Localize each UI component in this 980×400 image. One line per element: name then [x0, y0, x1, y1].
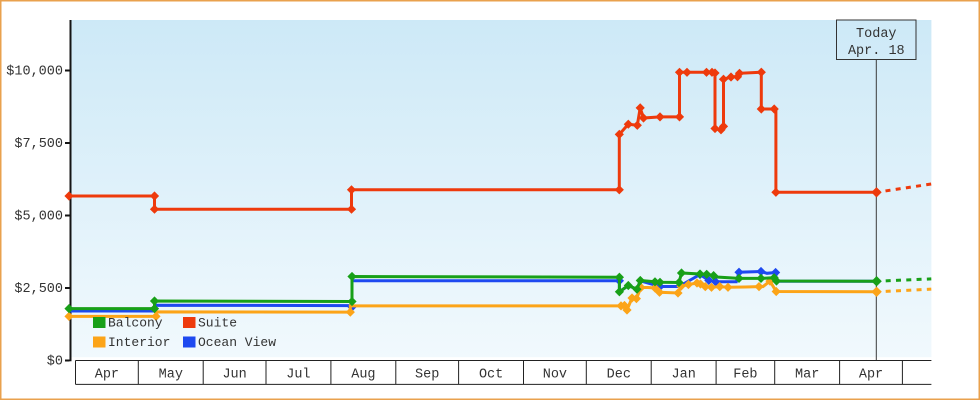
svg-text:Jan: Jan	[672, 367, 696, 382]
svg-text:$7,500: $7,500	[14, 137, 63, 152]
svg-text:May: May	[159, 367, 183, 382]
svg-text:Apr: Apr	[859, 367, 883, 382]
svg-text:Jul: Jul	[286, 367, 310, 382]
svg-text:Oct: Oct	[479, 367, 503, 382]
svg-text:Ocean View: Ocean View	[198, 335, 276, 350]
svg-text:$5,000: $5,000	[14, 210, 63, 225]
svg-text:Feb: Feb	[733, 367, 757, 382]
svg-text:Mar: Mar	[795, 367, 819, 382]
svg-text:Today: Today	[856, 27, 897, 42]
svg-text:Suite: Suite	[198, 316, 237, 331]
svg-text:Dec: Dec	[607, 367, 631, 382]
svg-text:Jun: Jun	[222, 367, 246, 382]
svg-text:Interior: Interior	[108, 335, 170, 350]
svg-text:Apr: Apr	[95, 367, 119, 382]
svg-text:$10,000: $10,000	[6, 65, 63, 80]
svg-text:$0: $0	[47, 355, 63, 370]
svg-text:Nov: Nov	[543, 367, 567, 382]
svg-text:Balcony: Balcony	[108, 316, 163, 331]
svg-text:Sep: Sep	[415, 367, 439, 382]
svg-text:Apr. 18: Apr. 18	[848, 44, 905, 59]
svg-text:Aug: Aug	[351, 367, 375, 382]
svg-text:$2,500: $2,500	[14, 282, 63, 297]
